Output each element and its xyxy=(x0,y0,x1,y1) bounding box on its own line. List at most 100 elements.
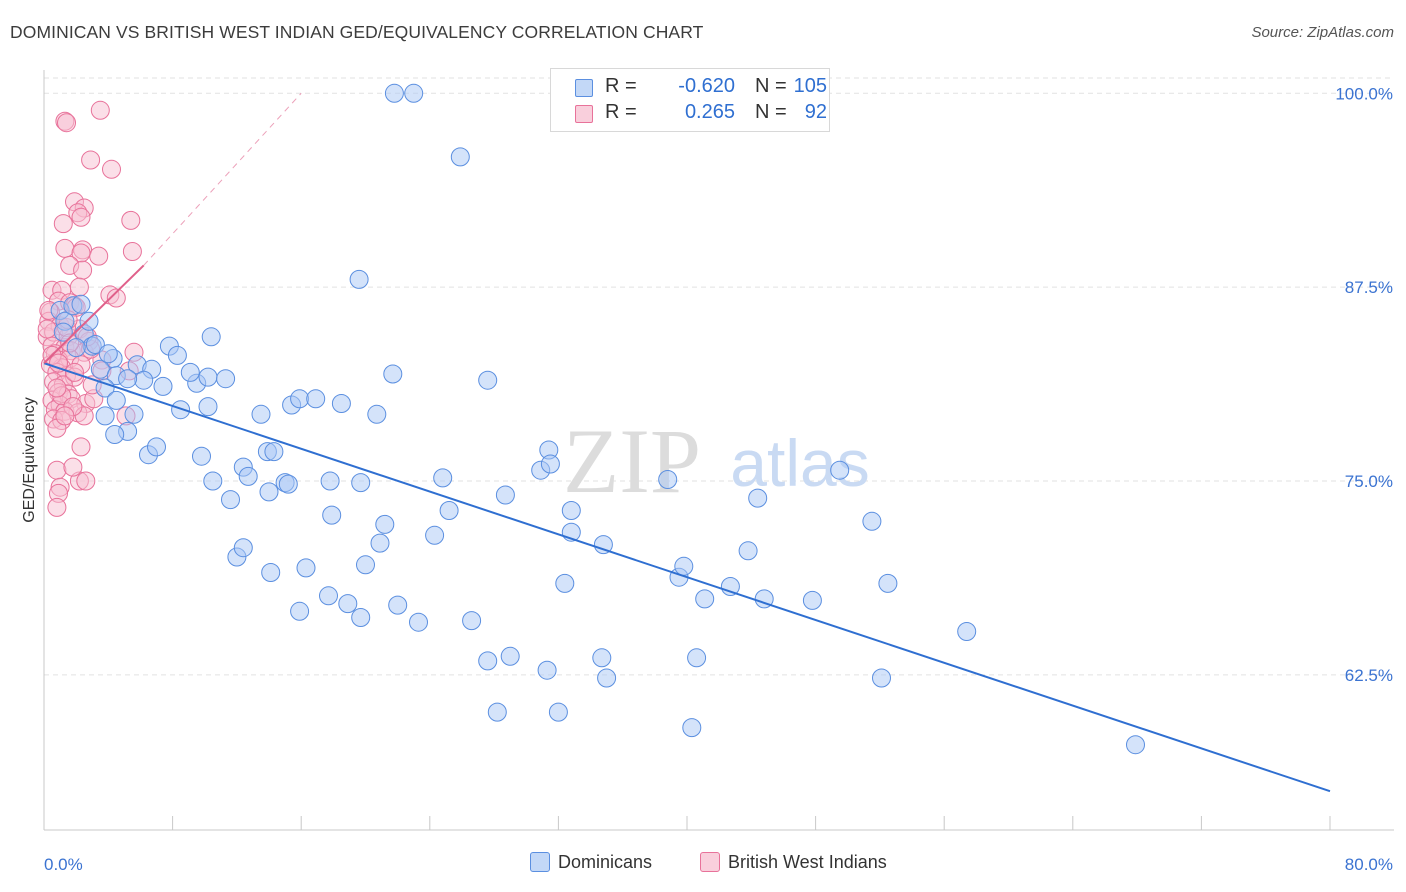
data-point-blue xyxy=(290,601,310,621)
data-point-blue xyxy=(370,533,390,553)
y-tick-label: 100.0% xyxy=(1335,84,1393,103)
data-point-pink xyxy=(47,460,67,480)
legend-label-dominicans: Dominicans xyxy=(558,852,653,872)
data-point-blue xyxy=(351,608,371,627)
data-point-blue xyxy=(367,404,387,424)
data-point-blue xyxy=(233,538,253,558)
data-point-pink xyxy=(89,246,109,266)
data-point-blue xyxy=(251,404,271,424)
data-point-blue xyxy=(495,485,515,505)
data-point-blue xyxy=(53,322,73,342)
y-tick-label: 62.5% xyxy=(1345,666,1393,685)
data-point-pink xyxy=(49,353,68,373)
data-point-pink xyxy=(81,150,101,170)
data-point-blue xyxy=(153,376,173,396)
data-point-blue xyxy=(695,589,715,609)
data-point-pink xyxy=(69,277,89,297)
data-point-blue xyxy=(658,470,678,489)
data-point-blue xyxy=(433,468,453,488)
data-point-blue xyxy=(167,345,187,365)
data-point-blue xyxy=(147,437,166,457)
legend-n-value: 92 xyxy=(804,101,827,123)
data-point-blue xyxy=(384,83,404,103)
data-point-blue xyxy=(338,594,358,614)
y-tick-label: 87.5% xyxy=(1345,278,1393,297)
data-point-blue xyxy=(198,367,218,387)
data-point-blue xyxy=(872,668,891,688)
data-point-blue xyxy=(320,471,340,491)
data-point-blue xyxy=(66,338,86,358)
legend-r-value: -0.620 xyxy=(678,75,735,97)
data-point-blue xyxy=(79,311,99,331)
x-tick-label: 80.0% xyxy=(1345,855,1393,874)
data-point-blue xyxy=(674,556,694,576)
data-point-pink xyxy=(121,210,141,230)
data-point-blue xyxy=(221,490,240,510)
data-point-pink xyxy=(55,238,75,258)
series-dominicans xyxy=(50,83,1145,755)
data-point-blue xyxy=(95,406,115,426)
data-point-blue xyxy=(682,718,702,738)
data-point-blue xyxy=(555,573,575,593)
data-point-blue xyxy=(322,505,342,525)
data-point-blue xyxy=(404,83,424,103)
data-point-pink xyxy=(37,319,57,339)
data-point-blue xyxy=(478,651,498,671)
data-point-blue xyxy=(409,612,428,632)
data-point-blue xyxy=(203,471,223,491)
data-point-blue xyxy=(830,460,850,480)
data-point-blue xyxy=(593,535,613,555)
data-point-blue xyxy=(261,563,281,582)
data-point-blue xyxy=(478,370,498,390)
legend-swatch-blue xyxy=(575,79,593,97)
data-point-pink xyxy=(71,207,91,227)
data-point-blue xyxy=(118,369,138,389)
data-point-blue xyxy=(95,378,115,398)
data-point-blue xyxy=(349,269,369,289)
data-point-blue xyxy=(71,294,91,314)
data-point-blue xyxy=(1126,735,1145,755)
legend-item-british-west-indians: British West Indians xyxy=(700,852,887,873)
data-point-blue xyxy=(296,558,316,578)
watermark-atlas: atlas xyxy=(730,426,869,500)
data-point-blue xyxy=(687,648,707,668)
data-point-pink xyxy=(106,288,126,308)
data-point-blue xyxy=(537,660,557,680)
data-point-blue xyxy=(802,590,822,610)
correlation-legend: R = -0.620 N = 105 R = 0.265 N = 92 xyxy=(550,68,830,132)
data-point-blue xyxy=(216,369,236,389)
legend-r-label: R = xyxy=(605,101,637,123)
legend-r-label: R = xyxy=(605,75,637,97)
trend-lines xyxy=(43,92,1331,793)
legend-n-label: N = xyxy=(755,75,787,97)
data-point-blue xyxy=(425,525,445,545)
legend-n-value: 105 xyxy=(793,75,827,97)
data-point-blue xyxy=(439,501,459,520)
data-point-pink xyxy=(102,159,121,179)
legend-swatch-pink xyxy=(575,105,593,123)
gridlines xyxy=(44,77,1394,676)
data-point-blue xyxy=(592,648,612,668)
data-point-blue xyxy=(319,586,338,606)
data-point-pink xyxy=(55,406,75,426)
data-point-pink xyxy=(122,242,142,261)
data-point-blue xyxy=(388,595,408,615)
legend-swatch-blue xyxy=(530,852,550,872)
data-point-blue xyxy=(487,702,507,722)
legend-r-value: 0.265 xyxy=(684,101,735,123)
data-point-blue xyxy=(500,646,520,666)
data-point-blue xyxy=(450,147,470,167)
legend-swatch-pink xyxy=(700,852,720,872)
data-point-blue xyxy=(331,394,351,413)
data-point-blue xyxy=(383,364,403,384)
data-point-blue xyxy=(106,390,126,410)
data-point-blue xyxy=(878,573,898,593)
data-point-pink xyxy=(73,260,93,280)
data-point-blue xyxy=(597,668,617,688)
data-point-blue xyxy=(105,425,125,444)
data-point-blue xyxy=(259,482,279,502)
trend-line-blue xyxy=(43,362,1331,793)
data-point-pink xyxy=(71,437,91,457)
data-point-pink xyxy=(90,100,110,120)
